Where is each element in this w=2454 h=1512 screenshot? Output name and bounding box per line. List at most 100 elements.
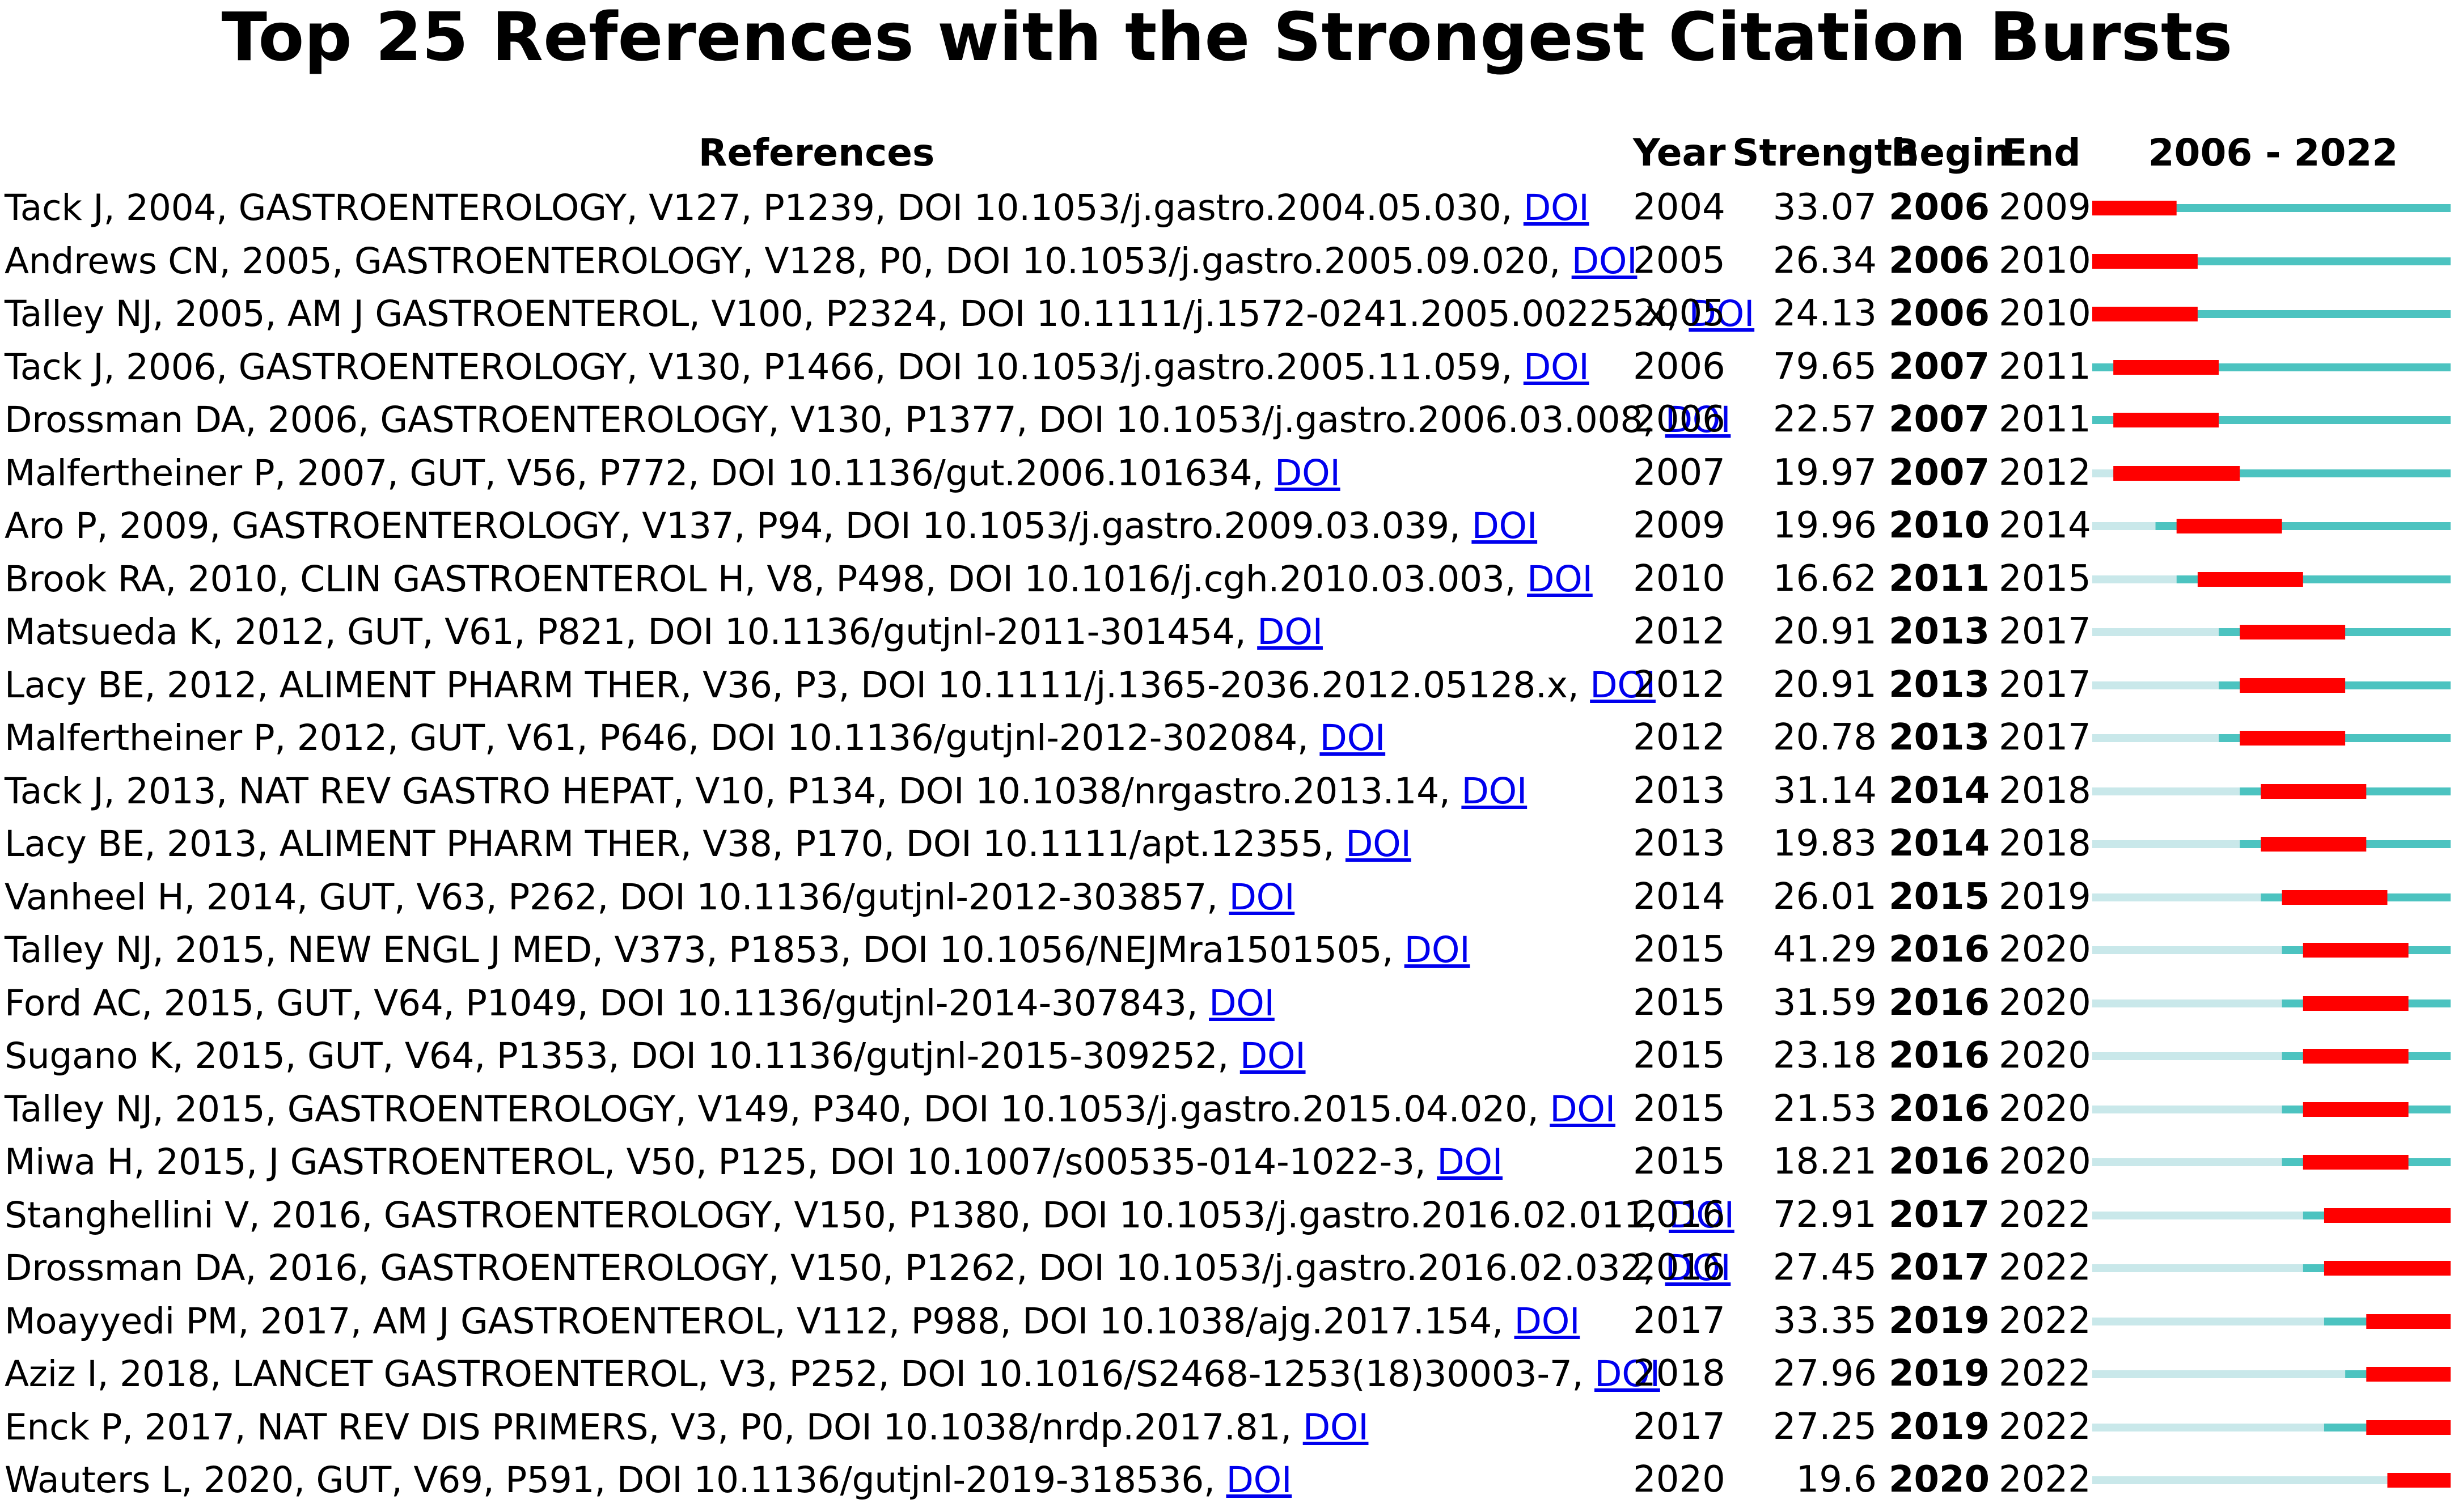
end-cell: 2020 bbox=[1999, 1087, 2091, 1130]
doi-link[interactable]: DOI bbox=[1665, 399, 1731, 441]
burst-timeline bbox=[2092, 765, 2451, 818]
header-year: Year bbox=[1633, 131, 1726, 175]
table-row: Tack J, 2004, GASTROENTEROLOGY, V127, P1… bbox=[0, 181, 2454, 234]
burst-bar bbox=[2261, 837, 2367, 852]
doi-link[interactable]: DOI bbox=[1302, 1406, 1369, 1448]
begin-cell: 2020 bbox=[1888, 1459, 1990, 1501]
burst-timeline-svg bbox=[2092, 1367, 2451, 1382]
year-cell: 2007 bbox=[1633, 451, 1725, 494]
reference-text: Matsueda K, 2012, GUT, V61, P821, DOI 10… bbox=[5, 611, 1258, 653]
end-cell: 2022 bbox=[1999, 1247, 2091, 1289]
reference-cell: Wauters L, 2020, GUT, V69, P591, DOI 10.… bbox=[5, 1454, 1638, 1506]
reference-text: Miwa H, 2015, J GASTROENTEROL, V50, P125… bbox=[5, 1141, 1437, 1183]
timeline-inactive-segment bbox=[2092, 1476, 2388, 1484]
doi-link[interactable]: DOI bbox=[1404, 929, 1470, 971]
doi-link[interactable]: DOI bbox=[1229, 876, 1295, 918]
begin-cell: 2011 bbox=[1888, 557, 1990, 600]
burst-bar bbox=[2261, 783, 2367, 799]
begin-cell: 2016 bbox=[1888, 929, 1990, 971]
strength-cell: 19.96 bbox=[1772, 505, 1877, 547]
table-row: Aziz I, 2018, LANCET GASTROENTEROL, V3, … bbox=[0, 1348, 2454, 1400]
strength-cell: 24.13 bbox=[1772, 293, 1877, 334]
begin-cell: 2019 bbox=[1888, 1405, 1990, 1448]
burst-bar bbox=[2113, 465, 2240, 481]
reference-text: Tack J, 2013, NAT REV GASTRO HEPAT, V10,… bbox=[5, 770, 1462, 812]
strength-cell: 19.6 bbox=[1796, 1459, 1877, 1501]
reference-cell: Moayyedi PM, 2017, AM J GASTROENTEROL, V… bbox=[5, 1295, 1638, 1348]
burst-bar bbox=[2366, 1367, 2451, 1382]
timeline-inactive-segment bbox=[2092, 1158, 2282, 1166]
burst-timeline-svg bbox=[2092, 731, 2451, 746]
doi-link[interactable]: DOI bbox=[1571, 240, 1638, 282]
doi-link[interactable]: DOI bbox=[1523, 346, 1589, 388]
doi-link[interactable]: DOI bbox=[1226, 1459, 1292, 1501]
reference-text: Talley NJ, 2005, AM J GASTROENTEROL, V10… bbox=[5, 293, 1689, 334]
begin-cell: 2013 bbox=[1888, 717, 1990, 759]
doi-link[interactable]: DOI bbox=[1590, 664, 1656, 706]
burst-timeline-svg bbox=[2092, 890, 2451, 905]
reference-cell: Vanheel H, 2014, GUT, V63, P262, DOI 10.… bbox=[5, 871, 1638, 924]
doi-link[interactable]: DOI bbox=[1471, 505, 1538, 547]
burst-bar bbox=[2113, 359, 2219, 375]
burst-bar bbox=[2240, 677, 2346, 693]
year-cell: 2015 bbox=[1633, 1035, 1725, 1077]
reference-text: Andrews CN, 2005, GASTROENTEROLOGY, V128… bbox=[5, 240, 1572, 282]
year-cell: 2017 bbox=[1633, 1299, 1725, 1342]
doi-link[interactable]: DOI bbox=[1669, 1194, 1734, 1236]
begin-cell: 2016 bbox=[1888, 1141, 1990, 1183]
chart-title: Top 25 References with the Strongest Cit… bbox=[221, 0, 2233, 76]
burst-bar bbox=[2092, 201, 2177, 215]
burst-timeline bbox=[2092, 447, 2451, 499]
doi-link[interactable]: DOI bbox=[1345, 823, 1411, 865]
end-cell: 2020 bbox=[1999, 929, 2091, 971]
reference-cell: Talley NJ, 2015, GASTROENTEROLOGY, V149,… bbox=[5, 1083, 1638, 1136]
doi-link[interactable]: DOI bbox=[1550, 1088, 1615, 1130]
doi-link[interactable]: DOI bbox=[1594, 1353, 1660, 1395]
burst-bar bbox=[2387, 1473, 2451, 1488]
year-cell: 2018 bbox=[1633, 1353, 1725, 1395]
table-row: Ford AC, 2015, GUT, V64, P1049, DOI 10.1… bbox=[0, 977, 2454, 1030]
burst-timeline bbox=[2092, 553, 2451, 605]
burst-timeline-svg bbox=[2092, 1473, 2451, 1488]
burst-bar bbox=[2303, 1155, 2409, 1170]
doi-link[interactable]: DOI bbox=[1437, 1141, 1503, 1183]
begin-cell: 2015 bbox=[1888, 875, 1990, 918]
doi-link[interactable]: DOI bbox=[1257, 611, 1323, 653]
doi-link[interactable]: DOI bbox=[1239, 1035, 1306, 1077]
reference-text: Moayyedi PM, 2017, AM J GASTROENTEROL, V… bbox=[5, 1300, 1514, 1342]
burst-bar bbox=[2303, 1049, 2409, 1064]
doi-link[interactable]: DOI bbox=[1274, 452, 1340, 494]
burst-bar bbox=[2303, 943, 2409, 958]
table-row: Moayyedi PM, 2017, AM J GASTROENTEROL, V… bbox=[0, 1295, 2454, 1348]
doi-link[interactable]: DOI bbox=[1209, 982, 1275, 1024]
table-row: Tack J, 2006, GASTROENTEROLOGY, V130, P1… bbox=[0, 341, 2454, 393]
doi-link[interactable]: DOI bbox=[1665, 1247, 1731, 1289]
doi-link[interactable]: DOI bbox=[1523, 187, 1589, 228]
doi-link[interactable]: DOI bbox=[1319, 717, 1386, 759]
burst-timeline-svg bbox=[2092, 1155, 2451, 1170]
burst-timeline-svg bbox=[2092, 1208, 2451, 1223]
burst-timeline bbox=[2092, 1348, 2451, 1400]
doi-link[interactable]: DOI bbox=[1461, 770, 1528, 812]
strength-cell: 22.57 bbox=[1772, 399, 1877, 441]
reference-text: Enck P, 2017, NAT REV DIS PRIMERS, V3, P… bbox=[5, 1406, 1303, 1448]
burst-timeline-svg bbox=[2092, 677, 2451, 693]
year-cell: 2005 bbox=[1633, 239, 1725, 282]
doi-link[interactable]: DOI bbox=[1527, 558, 1593, 600]
burst-bar bbox=[2176, 519, 2282, 533]
doi-link[interactable]: DOI bbox=[1514, 1300, 1580, 1342]
doi-link[interactable]: DOI bbox=[1689, 293, 1755, 334]
reference-text: Lacy BE, 2013, ALIMENT PHARM THER, V38, … bbox=[5, 823, 1346, 865]
timeline-inactive-segment bbox=[2092, 1105, 2282, 1113]
reference-text: Tack J, 2004, GASTROENTEROLOGY, V127, P1… bbox=[5, 187, 1524, 228]
strength-cell: 21.53 bbox=[1772, 1087, 1877, 1130]
table-row: Malfertheiner P, 2007, GUT, V56, P772, D… bbox=[0, 447, 2454, 499]
table-row: Vanheel H, 2014, GUT, V63, P262, DOI 10.… bbox=[0, 871, 2454, 924]
end-cell: 2009 bbox=[1999, 187, 2091, 228]
end-cell: 2020 bbox=[1999, 1141, 2091, 1183]
burst-bar bbox=[2324, 1261, 2451, 1276]
end-cell: 2011 bbox=[1999, 345, 2091, 388]
reference-cell: Malfertheiner P, 2007, GUT, V56, P772, D… bbox=[5, 447, 1638, 499]
end-cell: 2010 bbox=[1999, 239, 2091, 282]
burst-timeline bbox=[2092, 1189, 2451, 1242]
